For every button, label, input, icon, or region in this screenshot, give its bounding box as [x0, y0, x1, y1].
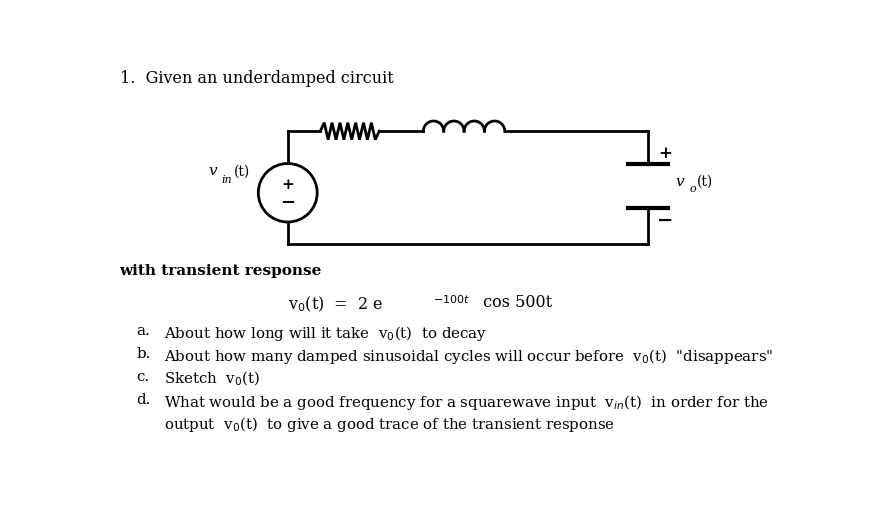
Text: +: +: [281, 178, 294, 192]
Text: (t): (t): [697, 175, 713, 189]
Text: About how many damped sinusoidal cycles will occur before  v$_0$(t)  "disappears: About how many damped sinusoidal cycles …: [164, 347, 773, 366]
Text: −: −: [280, 194, 295, 212]
Text: o: o: [689, 184, 696, 194]
Text: About how long will it take  v$_0$(t)  to decay: About how long will it take v$_0$(t) to …: [164, 324, 487, 343]
Text: v: v: [208, 164, 217, 178]
Text: Sketch  v$_0$(t): Sketch v$_0$(t): [164, 370, 260, 388]
Text: +: +: [658, 145, 672, 162]
Text: b.: b.: [137, 347, 151, 361]
Text: output  v$_0$(t)  to give a good trace of the transient response: output v$_0$(t) to give a good trace of …: [164, 415, 615, 434]
Text: 1.  Given an underdamped circuit: 1. Given an underdamped circuit: [120, 70, 393, 88]
Text: with transient response: with transient response: [120, 264, 322, 278]
Text: a.: a.: [137, 324, 151, 337]
Text: in: in: [221, 175, 232, 185]
Text: $^{-100t}$: $^{-100t}$: [434, 295, 471, 312]
Text: −: −: [657, 212, 674, 230]
Text: d.: d.: [137, 393, 151, 407]
Text: What would be a good frequency for a squarewave input  v$_{in}$(t)  in order for: What would be a good frequency for a squ…: [164, 393, 769, 412]
Text: v$_0$(t)  =  2 e: v$_0$(t) = 2 e: [287, 294, 383, 314]
Text: cos 500t: cos 500t: [477, 294, 552, 312]
Text: (t): (t): [234, 164, 250, 178]
Text: v: v: [675, 175, 684, 189]
Text: c.: c.: [137, 370, 150, 384]
